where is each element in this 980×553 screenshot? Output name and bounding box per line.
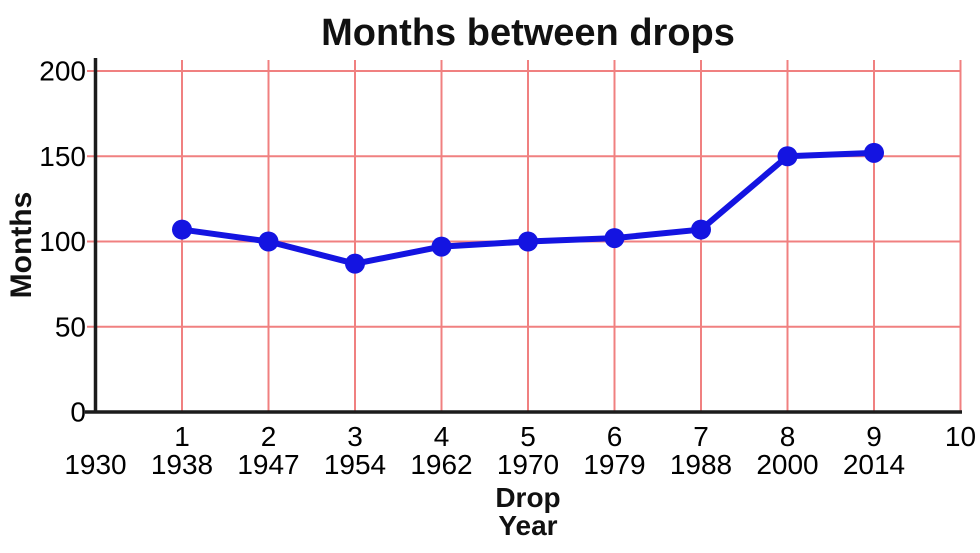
y-tick-label: 50	[55, 311, 86, 342]
x-tick-label: 10	[945, 421, 976, 452]
x-year-label: 1947	[237, 449, 299, 480]
x-year-label: 1979	[583, 449, 645, 480]
data-point	[258, 231, 279, 252]
x-year-label: 1962	[410, 449, 472, 480]
x-tick-label: 5	[520, 421, 536, 452]
y-tick-label: 200	[39, 56, 86, 87]
x-year-label: 1954	[324, 449, 386, 480]
data-point	[864, 142, 884, 163]
x-tick-label: 4	[434, 421, 450, 452]
chart-title: Months between drops	[321, 12, 735, 54]
x-tick-label: 6	[607, 421, 623, 452]
x-tick-label: 3	[347, 421, 363, 452]
x-year-label: 1970	[497, 449, 559, 480]
data-point	[172, 219, 192, 240]
x-year-label: 2000	[756, 449, 818, 480]
y-tick-label: 150	[39, 141, 86, 172]
x-year-label: 2014	[843, 449, 905, 480]
data-point	[431, 236, 452, 257]
y-tick-label: 100	[39, 226, 86, 257]
x-tick-label: 8	[780, 421, 796, 452]
x-year-label: 1988	[670, 449, 732, 480]
data-point	[691, 219, 711, 240]
x-tick-label: 9	[866, 421, 882, 452]
x-year-label: 1930	[64, 449, 126, 480]
x-axis-label-year: Year	[498, 510, 558, 541]
data-point	[345, 253, 365, 274]
data-point	[604, 228, 625, 249]
data-point	[518, 231, 538, 252]
x-tick-label: 2	[261, 421, 277, 452]
data-point	[777, 146, 798, 167]
x-tick-label: 7	[693, 421, 709, 452]
y-tick-label: 0	[70, 397, 86, 428]
x-tick-label: 1	[174, 421, 190, 452]
x-axis-label-drop: Drop	[495, 482, 561, 513]
x-year-label: 1938	[151, 449, 213, 480]
x-axis-label: Drop Year	[95, 484, 961, 540]
